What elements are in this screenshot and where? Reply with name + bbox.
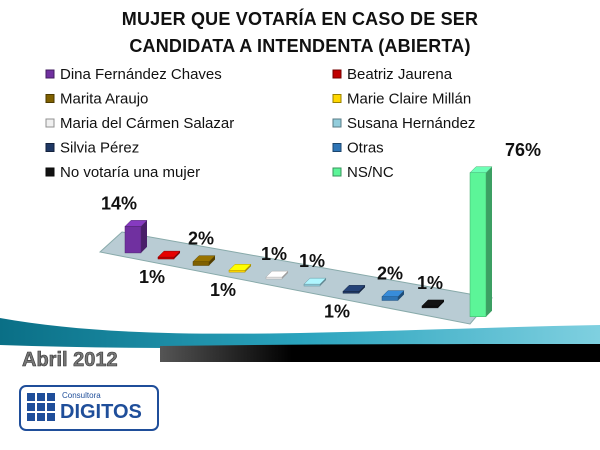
bar — [124, 226, 142, 254]
bar-side — [141, 220, 147, 253]
decor-band — [160, 344, 600, 362]
value-label: 1% — [210, 280, 236, 300]
bar-side — [359, 285, 365, 294]
bar-side — [398, 290, 404, 301]
chart-title: MUJER QUE VOTARÍA EN CASO DE SER CANDIDA… — [121, 9, 479, 56]
bar — [381, 296, 399, 301]
bar — [157, 256, 175, 260]
legend-label: Dina Fernández Chaves — [60, 66, 222, 83]
legend-label: Marie Claire Millán — [347, 90, 471, 107]
value-label: 1% — [261, 244, 287, 264]
legend-marker — [332, 167, 342, 177]
value-label: 1% — [417, 273, 443, 293]
bar-top — [469, 166, 493, 173]
legend-marker — [332, 118, 342, 128]
bar — [303, 283, 321, 287]
legend-marker — [45, 167, 55, 177]
bar-side — [174, 251, 180, 260]
legend-label: Marita Araujo — [60, 90, 148, 107]
bar-top — [342, 285, 366, 292]
bar-side — [486, 166, 492, 317]
legend-label: NS/NC — [347, 164, 394, 181]
legend-marker — [332, 69, 342, 79]
bar-top — [303, 277, 327, 285]
logo-icon — [27, 393, 55, 421]
bar — [265, 276, 283, 280]
bar — [469, 172, 487, 317]
legend-marker — [332, 143, 342, 152]
bar — [421, 305, 439, 309]
bar-top — [124, 220, 148, 227]
bar-side — [282, 271, 288, 280]
bar-side — [320, 278, 326, 287]
bar-side — [209, 255, 215, 266]
legend-marker — [45, 143, 55, 152]
legend-label: Otras — [347, 139, 384, 156]
bar-side — [438, 299, 444, 308]
legend-label: Susana Hernández — [347, 115, 475, 132]
bar — [342, 291, 360, 294]
bar — [228, 270, 246, 273]
legend-marker — [45, 94, 55, 103]
footer-date: Abril 2012 — [22, 349, 118, 371]
value-label: 76% — [505, 140, 541, 160]
legend-marker — [332, 94, 342, 103]
logo-caption: Consultora — [62, 391, 101, 400]
value-label: 2% — [188, 229, 214, 249]
value-label: 14% — [101, 193, 137, 213]
legend-label: Beatriz Jaurena — [347, 66, 453, 83]
value-label: 1% — [324, 301, 350, 321]
logo-text: DIGITOS — [60, 401, 142, 423]
bar-top — [421, 299, 445, 307]
legend-label: Silvia Pérez — [60, 139, 139, 156]
bar-top — [192, 255, 216, 262]
legend-label: No votaría una mujer — [60, 164, 200, 181]
value-label: 1% — [299, 251, 325, 271]
decor-wave — [0, 318, 600, 349]
bar — [192, 261, 210, 266]
value-label: 2% — [377, 264, 403, 284]
bar-top — [265, 270, 289, 278]
value-label: 1% — [139, 267, 165, 287]
bar-top — [381, 290, 405, 297]
bar-top — [228, 264, 252, 271]
bar-top — [157, 250, 181, 258]
legend-marker — [45, 118, 55, 128]
bar-side — [245, 264, 251, 273]
legend-label: Maria del Cármen Salazar — [60, 115, 234, 132]
legend-marker — [45, 69, 55, 79]
